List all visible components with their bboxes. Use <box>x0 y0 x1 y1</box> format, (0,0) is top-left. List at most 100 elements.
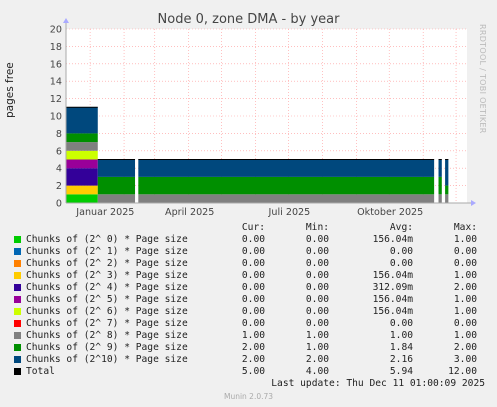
legend-series-name: Chunks of (2^ 8) * Page size <box>26 330 188 341</box>
legend-row: Total 5.00 4.00 5.94 12.00 <box>0 366 497 378</box>
legend-cur-value: 0.00 <box>241 234 265 245</box>
legend-min-value: 1.00 <box>305 342 329 353</box>
legend-row: Chunks of (2^ 2) * Page size 0.00 0.00 0.00… <box>0 258 497 270</box>
last-update: Last update: Thu Dec 11 01:00:09 2025 <box>271 378 485 389</box>
y-tick-label: 12 <box>50 94 62 105</box>
legend-row: Chunks of (2^ 4) * Page size 0.00 0.00 312.… <box>0 282 497 294</box>
legend-avg-value: 156.04m <box>372 306 413 317</box>
legend-header-row: Cur: Min: Avg: Max: <box>0 222 497 234</box>
legend-row: Chunks of (2^ 6) * Page size 0.00 0.00 156.… <box>0 306 497 318</box>
legend-cur-value: 5.00 <box>241 366 265 377</box>
legend-max-value: 1.00 <box>453 306 477 317</box>
legend-series-name: Chunks of (2^ 6) * Page size <box>26 306 188 317</box>
chart-plot: 0 2 4 6 8 10 12 14 16 18 20 Januar 2025 April 2025 Ju… <box>50 18 476 218</box>
legend-cur-value: 0.00 <box>241 318 265 329</box>
legend-cur-value: 0.00 <box>241 294 265 305</box>
legend-swatch <box>14 332 21 339</box>
chart-title: Node 0, zone DMA - by year <box>157 12 340 27</box>
legend-row: Chunks of (2^ 0) * Page size 0.00 0.00 156.… <box>0 234 497 246</box>
area-band-s3-9 <box>438 176 442 195</box>
area-band-s1-8 <box>97 194 136 203</box>
y-tick-label: 2 <box>56 181 62 192</box>
area-band-s0-8 <box>66 142 98 151</box>
legend-min-value: 0.00 <box>305 270 329 281</box>
legend-max-value: 1.00 <box>453 294 477 305</box>
y-tick-label: 18 <box>50 42 62 53</box>
legend-row: Chunks of (2^ 9) * Page size 2.00 1.00 1.84… <box>0 342 497 354</box>
legend-avg-value: 2.16 <box>389 354 413 365</box>
legend-swatch <box>14 356 21 363</box>
area-band-s2-10 <box>138 159 435 177</box>
legend-max-value: 12.00 <box>448 366 477 377</box>
legend-swatch <box>14 236 21 243</box>
legend-series-name: Chunks of (2^ 1) * Page size <box>26 246 188 257</box>
area-band-s2-8 <box>138 194 435 203</box>
x-tick-label: Januar 2025 <box>75 207 134 218</box>
legend-cur-value: 0.00 <box>241 258 265 269</box>
legend-min-value: 0.00 <box>305 294 329 305</box>
legend-max-value: 2.00 <box>453 282 477 293</box>
y-tick-label: 16 <box>50 59 62 70</box>
legend-min-value: 1.00 <box>305 330 329 341</box>
legend-avg-value: 5.94 <box>389 366 413 377</box>
legend-max-value: 2.00 <box>453 342 477 353</box>
legend-swatch <box>14 248 21 255</box>
area-band-s0-0 <box>66 194 98 203</box>
legend-avg-value: 0.00 <box>389 246 413 257</box>
legend-avg-value: 312.09m <box>372 282 413 293</box>
legend-min-value: 4.00 <box>305 366 329 377</box>
x-axis-arrow <box>471 200 476 206</box>
legend-series-name: Chunks of (2^ 9) * Page size <box>26 342 188 353</box>
x-tick-label: Oktober 2025 <box>357 207 423 218</box>
legend-swatch <box>14 344 21 351</box>
y-tick-label: 20 <box>50 25 62 36</box>
legend-max-value: 0.00 <box>453 318 477 329</box>
legend-series-name: Total <box>26 366 55 377</box>
legend-max-value: 3.00 <box>453 354 477 365</box>
legend-cur-value: 0.00 <box>241 270 265 281</box>
area-band-s3-8 <box>438 194 442 203</box>
area-band-s4-9 <box>445 185 449 195</box>
legend-avg-value: 0.00 <box>389 258 413 269</box>
legend-max-value: 1.00 <box>453 234 477 245</box>
legend-min-value: 0.00 <box>305 306 329 317</box>
legend-swatch <box>14 308 21 315</box>
legend-swatch <box>14 284 21 291</box>
legend-min-value: 0.00 <box>305 318 329 329</box>
legend-header-avg: Avg: <box>389 222 413 233</box>
legend-row: Chunks of (2^10) * Page size 2.00 2.00 2.16… <box>0 354 497 366</box>
area-band-s0-10 <box>66 107 98 134</box>
legend-header-cur: Cur: <box>241 222 265 233</box>
y-tick-label: 6 <box>56 146 62 157</box>
legend-series-name: Chunks of (2^ 2) * Page size <box>26 258 188 269</box>
legend-min-value: 0.00 <box>305 282 329 293</box>
area-band-s3-10 <box>438 159 442 177</box>
legend-avg-value: 156.04m <box>372 294 413 305</box>
legend-min-value: 0.00 <box>305 234 329 245</box>
legend-swatch <box>14 368 21 375</box>
legend-series-name: Chunks of (2^ 7) * Page size <box>26 318 188 329</box>
legend-cur-value: 0.00 <box>241 282 265 293</box>
legend-max-value: 0.00 <box>453 246 477 257</box>
legend-cur-value: 1.00 <box>241 330 265 341</box>
legend-header-min: Min: <box>305 222 329 233</box>
legend-swatch <box>14 272 21 279</box>
legend-cur-value: 2.00 <box>241 354 265 365</box>
area-band-s0-3 <box>66 185 98 195</box>
legend-min-value: 0.00 <box>305 246 329 257</box>
legend-cur-value: 2.00 <box>241 342 265 353</box>
legend-swatch <box>14 260 21 267</box>
area-band-s4-10 <box>445 159 449 186</box>
legend-cur-value: 0.00 <box>241 246 265 257</box>
legend-row: Chunks of (2^ 1) * Page size 0.00 0.00 0.00… <box>0 246 497 258</box>
munin-version: Munin 2.0.73 <box>223 392 274 401</box>
area-band-s0-4 <box>66 168 98 186</box>
area-band-s0-6 <box>66 150 98 160</box>
y-tick-label: 4 <box>56 164 62 175</box>
area-band-s0-9 <box>66 133 98 143</box>
legend-swatch <box>14 296 21 303</box>
rrdtool-credit: RRDTOOL / TOBI OETIKER <box>478 24 487 134</box>
legend-row: Chunks of (2^ 8) * Page size 1.00 1.00 1.00… <box>0 330 497 342</box>
y-tick-label: 10 <box>50 112 62 123</box>
area-band-s4-8 <box>445 194 449 203</box>
